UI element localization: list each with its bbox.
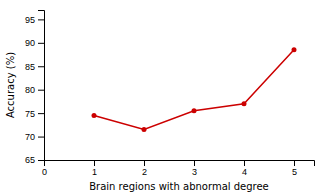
tick-label: 75 (25, 109, 35, 119)
point (192, 108, 197, 113)
tick-mark (38, 90, 44, 91)
x-axis-title: Brain regions with abnormal degree (89, 181, 269, 192)
tick-label: 65 (25, 155, 35, 165)
tick-mark (194, 160, 195, 166)
tick: 1 (92, 160, 97, 177)
tick: 5 (292, 160, 297, 177)
tick-mark (38, 113, 44, 114)
tick-label: 0 (42, 167, 47, 177)
tick-label: 4 (242, 167, 247, 177)
marks (92, 47, 297, 132)
tick-label: 85 (25, 62, 35, 72)
point (92, 113, 97, 118)
tick-label: 90 (25, 38, 35, 48)
tick: 95 (25, 15, 44, 25)
tick: 70 (25, 132, 44, 142)
tick-mark (38, 43, 44, 44)
tick-mark (144, 160, 145, 166)
plot-area: 0 1 2 3 4 5 65 70 75 80 85 90 95 (25, 11, 315, 178)
tick: 4 (242, 160, 247, 177)
axis-line (45, 161, 315, 167)
tick: 85 (25, 62, 44, 72)
tick-label: 70 (25, 132, 35, 142)
y-axis: 65 70 75 80 85 90 95 (25, 11, 45, 166)
point (292, 47, 297, 52)
axis-line (38, 11, 45, 161)
tick-mark (38, 19, 44, 20)
tick: 80 (25, 85, 44, 95)
tick: 0 (42, 160, 47, 177)
point (142, 127, 147, 132)
tick-label: 2 (142, 167, 147, 177)
tick-label: 80 (25, 85, 35, 95)
tick-mark (38, 137, 44, 138)
x-axis: 0 1 2 3 4 5 (42, 160, 315, 177)
tick-mark (94, 160, 95, 166)
tick-mark (244, 160, 245, 166)
tick: 75 (25, 109, 44, 119)
line (94, 50, 294, 130)
tick-label: 1 (92, 167, 97, 177)
point (242, 101, 247, 106)
tick-mark (294, 160, 295, 166)
tick: 90 (25, 38, 44, 48)
tick-label: 95 (25, 15, 35, 25)
tick-mark (38, 66, 44, 67)
tick-label: 5 (292, 167, 297, 177)
tick-label: 3 (192, 167, 197, 177)
chart: 0 1 2 3 4 5 65 70 75 80 85 90 95 Brain regions with a… (0, 0, 326, 196)
y-axis-title: Accuracy (%) (5, 52, 16, 118)
tick: 65 (25, 155, 44, 165)
tick: 2 (142, 160, 147, 177)
tick-mark (38, 160, 44, 161)
tick: 3 (192, 160, 197, 177)
